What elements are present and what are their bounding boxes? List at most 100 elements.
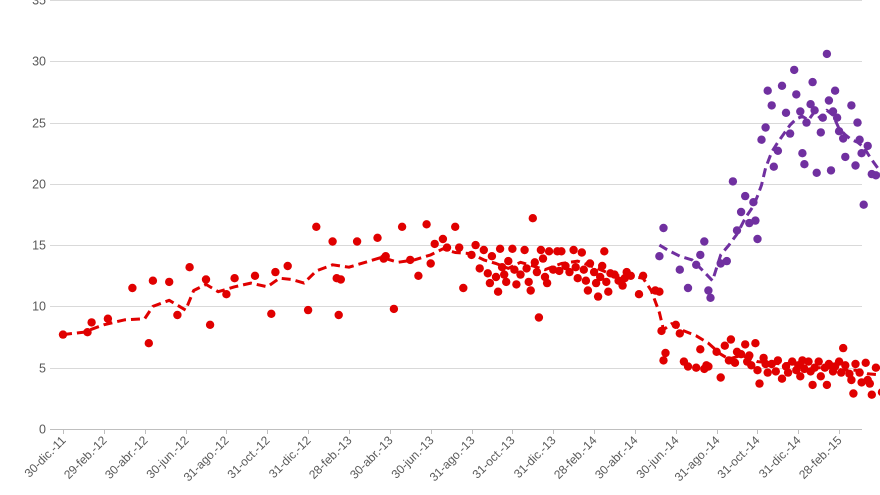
- series-0-point: [581, 276, 591, 285]
- series-0-point: [579, 265, 588, 274]
- x-tick-label: 31-oct.-12: [225, 433, 273, 481]
- series-2-point: [871, 171, 880, 180]
- series-2-point: [704, 286, 713, 295]
- series-0-point: [536, 245, 546, 255]
- series-2-point: [828, 107, 838, 116]
- series-layer: [58, 49, 880, 399]
- series-2-point: [857, 149, 866, 158]
- series-0-point: [455, 243, 464, 252]
- series-2-point: [741, 191, 750, 201]
- series-0-point: [569, 245, 578, 255]
- series-0-point: [103, 314, 113, 323]
- series-0-point: [534, 313, 544, 322]
- series-0-point: [730, 358, 740, 367]
- series-2-point: [855, 135, 864, 144]
- series-0-point: [128, 283, 137, 293]
- series-0-point: [849, 389, 858, 398]
- series-0-point: [475, 264, 484, 273]
- series-0-point: [336, 275, 345, 284]
- y-tick-label: 35: [32, 0, 46, 8]
- series-2-point: [839, 134, 848, 143]
- series-0-point: [495, 244, 505, 253]
- series-0-point: [230, 274, 239, 283]
- series-0-point: [600, 247, 609, 256]
- series-0-point: [841, 361, 850, 370]
- series-0-point: [528, 214, 537, 223]
- series-0-point: [583, 286, 593, 295]
- x-tick-label: 31-ago.-14: [672, 433, 723, 484]
- series-0-point: [201, 275, 211, 284]
- series-0-point: [565, 267, 574, 277]
- series-2-point: [792, 90, 801, 99]
- series-2-point: [832, 113, 842, 122]
- series-0-point: [822, 380, 832, 390]
- series-0-point: [861, 358, 870, 367]
- series-0-point: [810, 363, 819, 372]
- series-0-point: [659, 356, 668, 365]
- x-axis-tick-labels: 30-dic.-1129-feb.-1230-abr.-1230-jun.-12…: [22, 433, 845, 484]
- series-0-point: [618, 281, 627, 290]
- series-0-point: [532, 267, 542, 277]
- series-0-point: [530, 258, 539, 267]
- series-0-point: [755, 379, 764, 388]
- series-2-point: [732, 226, 742, 235]
- series-2-point: [692, 260, 701, 269]
- series-0-point: [804, 357, 813, 366]
- series-0-point: [504, 256, 513, 266]
- series-0-point: [497, 263, 507, 272]
- series-0-point: [593, 292, 603, 301]
- series-1-trend-line: [62, 247, 880, 377]
- series-0-point: [855, 368, 864, 377]
- series-0-point: [763, 368, 772, 377]
- series-0-point: [508, 244, 517, 253]
- series-0-point: [753, 366, 762, 375]
- series-0-point: [788, 357, 797, 366]
- series-0-point: [83, 328, 92, 337]
- series-2-point: [830, 86, 840, 95]
- series-0-point: [871, 363, 880, 372]
- series-0-point: [267, 309, 276, 318]
- series-2-point: [769, 162, 778, 171]
- series-2-point: [777, 81, 787, 91]
- series-2-point: [790, 65, 799, 75]
- series-0-point: [598, 261, 607, 271]
- gridlines: [50, 0, 862, 434]
- series-0-point: [745, 351, 754, 360]
- series-2-point: [785, 129, 795, 138]
- series-0-point: [485, 278, 495, 288]
- series-2-point: [749, 198, 758, 207]
- series-0-point: [144, 339, 153, 348]
- series-2-point: [706, 293, 715, 302]
- series-0-point: [634, 290, 644, 299]
- series-2-point: [659, 223, 668, 233]
- series-0-point: [471, 240, 480, 250]
- y-tick-label: 15: [32, 239, 46, 253]
- series-0-point: [414, 271, 423, 280]
- series-0-point: [751, 339, 760, 348]
- series-0-point: [834, 357, 844, 366]
- series-0-point: [585, 259, 595, 268]
- y-tick-label: 0: [39, 423, 46, 437]
- series-0-point: [373, 233, 382, 242]
- series-0-point: [837, 368, 846, 377]
- series-0-point: [487, 252, 497, 261]
- series-0-point: [467, 250, 476, 260]
- series-0-point: [675, 329, 684, 338]
- series-0-point: [520, 245, 529, 255]
- series-0-point: [683, 362, 693, 371]
- series-0-point: [389, 304, 399, 314]
- series-0-point: [222, 290, 231, 299]
- series-2-point: [767, 101, 776, 110]
- series-2-point: [808, 77, 817, 87]
- series-0-point: [655, 287, 664, 296]
- series-0-point: [271, 267, 280, 277]
- series-0-point: [704, 362, 713, 371]
- series-2-point: [757, 135, 766, 144]
- series-0-point: [557, 247, 566, 256]
- y-tick-label: 10: [32, 300, 46, 314]
- series-0-point: [596, 272, 605, 282]
- series-0-point: [491, 272, 501, 282]
- series-0-point: [696, 345, 705, 354]
- series-0-point: [808, 380, 817, 390]
